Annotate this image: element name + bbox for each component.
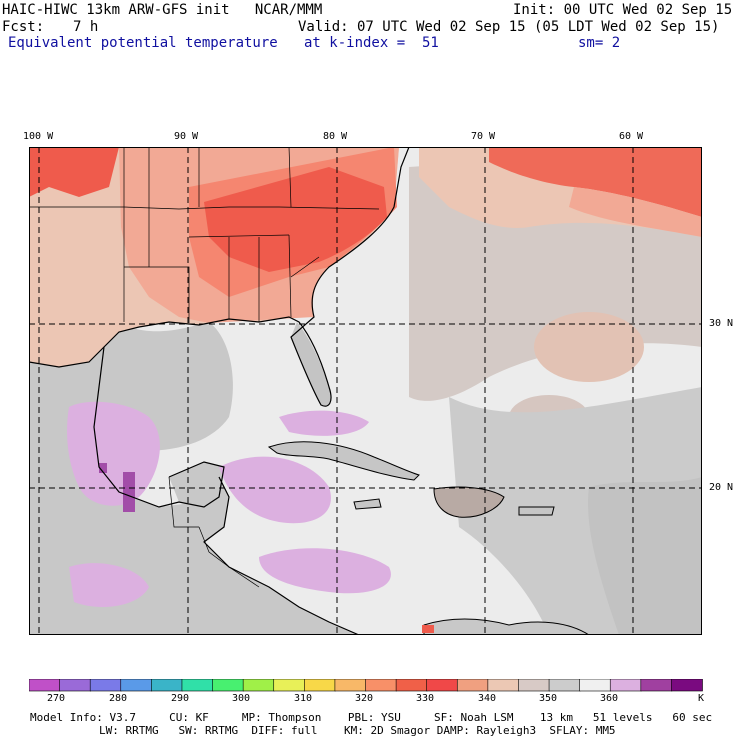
colorbar-cells [29, 679, 703, 692]
colorbar-unit: K [698, 693, 705, 704]
lon-label-80w: 80 W [323, 131, 348, 142]
level-index: at k-index = 51 [304, 35, 439, 51]
model-title: HAIC-HIWC 13km ARW-GFS init NCAR/MMM [2, 2, 323, 18]
yucatan-land [169, 462, 224, 507]
field-name: Equivalent potential temperature [8, 35, 278, 51]
colorbar-tick-300: 300 [232, 693, 251, 704]
colorbar-tick-280: 280 [109, 693, 128, 704]
colorbar-cell [89, 679, 122, 692]
cuba-island [267, 441, 420, 481]
colorbar-cell [671, 679, 703, 692]
colorbar-cell [426, 679, 459, 692]
colorbar-tick-340: 340 [478, 693, 497, 704]
colorbar-cell [334, 679, 367, 692]
colorbar-tick-310: 310 [294, 693, 313, 704]
colorbar-tick-330: 330 [416, 693, 435, 704]
colorbar-tick-270: 270 [47, 693, 66, 704]
colorbar-tick-350: 350 [539, 693, 558, 704]
lon-label-70w: 70 W [471, 131, 496, 142]
colorbar-cell [29, 679, 61, 692]
mexico-purple-spot [99, 463, 107, 473]
forecast-label: Fcst: [2, 19, 45, 35]
colorbar-cell [181, 679, 214, 692]
caribbean-lilac-patch [219, 456, 331, 524]
colorbar-cell [242, 679, 275, 692]
mexico-lilac-region [67, 401, 160, 506]
south-america-coast [423, 618, 590, 635]
colorbar-tick-290: 290 [171, 693, 190, 704]
colorbar-cell [487, 679, 520, 692]
colorbar-cell [120, 679, 153, 692]
colorbar-cell [151, 679, 183, 692]
florida-land [291, 322, 332, 407]
colorbar-cell [640, 679, 673, 692]
colorbar-cell [212, 679, 244, 692]
puerto-rico-island [518, 506, 555, 516]
atlantic-peach-band [569, 187, 702, 237]
colorbar-cell [273, 679, 306, 692]
lat-label-30n: 30 N [709, 318, 734, 329]
northeast-red-region [489, 147, 702, 217]
valid-time: Valid: 07 UTC Wed 02 Sep 15 (05 LDT Wed … [298, 19, 720, 35]
colorbar-tick-320: 320 [355, 693, 374, 704]
colorbar-cell [518, 679, 550, 692]
map-frame [29, 147, 702, 635]
model-info-line1: Model Info: V3.7 CU: KF MP: Thompson PBL… [30, 711, 713, 724]
colorbar-cell [579, 679, 612, 692]
pacific-lilac-patch [69, 563, 149, 607]
mexico-land [29, 347, 359, 635]
us-coastline [29, 147, 410, 407]
init-time: Init: 00 UTC Wed 02 Sep 15 [513, 2, 733, 18]
bahamas-lilac-patch [279, 410, 369, 436]
colorbar-cell [365, 679, 397, 692]
south-america-red-spot [422, 625, 434, 633]
model-info-line2: LW: RRTMG SW: RRTMG DIFF: full KM: 2D Sm… [99, 724, 616, 737]
colorbar-cell [456, 679, 489, 692]
colorbar [29, 679, 703, 692]
caribbean-lilac-patch-2 [259, 548, 391, 594]
colorbar-cell [548, 679, 581, 692]
northwest-red-region [29, 147, 119, 197]
lon-label-60w: 60 W [619, 131, 644, 142]
state-borders [29, 147, 380, 323]
country-borders [168, 476, 260, 588]
lon-label-100w: 100 W [23, 131, 54, 142]
lon-label-90w: 90 W [174, 131, 199, 142]
lat-label-20n: 20 N [709, 482, 734, 493]
colorbar-cell [609, 679, 642, 692]
colorbar-cell [304, 679, 336, 692]
forecast-hours: 7 h [73, 19, 99, 35]
jamaica-island [353, 498, 382, 510]
smoothing-value: sm= 2 [578, 35, 621, 51]
colorbar-cell [395, 679, 428, 692]
colorbar-cell [59, 679, 91, 692]
lat-lon-grid [29, 147, 702, 635]
mexico-purple-core [123, 472, 135, 512]
us-land-red [204, 167, 387, 272]
caribbean-east-gray [588, 477, 702, 635]
colorbar-tick-360: 360 [600, 693, 619, 704]
theta-e-map [29, 147, 702, 635]
atlantic-tan-blob [534, 312, 644, 382]
